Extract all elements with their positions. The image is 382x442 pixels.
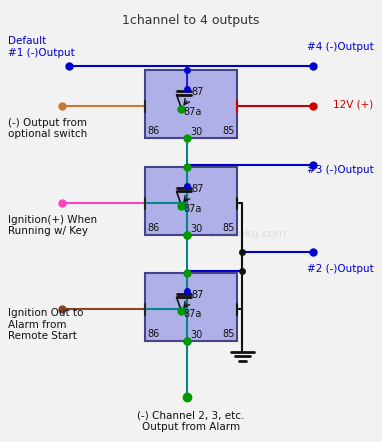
Text: 87: 87 xyxy=(192,184,204,194)
Bar xyxy=(145,70,237,138)
Text: 87: 87 xyxy=(192,87,204,97)
Text: 85: 85 xyxy=(222,329,235,339)
Text: 12V (+): 12V (+) xyxy=(333,99,374,109)
Text: Ignition Out to
Alarm from
Remote Start: Ignition Out to Alarm from Remote Start xyxy=(8,308,84,341)
Text: therankg.com: therankg.com xyxy=(209,229,287,239)
Text: 1channel to 4 outputs: 1channel to 4 outputs xyxy=(122,14,260,27)
Text: 86: 86 xyxy=(147,223,159,233)
Bar xyxy=(145,273,237,341)
Text: 30: 30 xyxy=(190,330,202,340)
Text: 85: 85 xyxy=(222,223,235,233)
Text: Ignition(+) When
Running w/ Key: Ignition(+) When Running w/ Key xyxy=(8,215,97,236)
Text: 87a: 87a xyxy=(183,203,202,213)
Bar xyxy=(145,167,237,235)
Text: (-) Channel 2, 3, etc.
Output from Alarm: (-) Channel 2, 3, etc. Output from Alarm xyxy=(137,411,245,432)
Text: #3 (-)Output: #3 (-)Output xyxy=(307,165,374,175)
Text: 87a: 87a xyxy=(183,309,202,319)
Text: 30: 30 xyxy=(190,127,202,137)
Text: 87a: 87a xyxy=(183,107,202,117)
Text: 87: 87 xyxy=(192,290,204,300)
Text: 85: 85 xyxy=(222,126,235,136)
Text: 86: 86 xyxy=(147,126,159,136)
Text: #4 (-)Output: #4 (-)Output xyxy=(307,42,374,52)
Text: #2 (-)Output: #2 (-)Output xyxy=(307,264,374,274)
Text: Default
#1 (-)Output: Default #1 (-)Output xyxy=(8,36,75,58)
Text: (-) Output from
optional switch: (-) Output from optional switch xyxy=(8,118,87,139)
Text: 86: 86 xyxy=(147,329,159,339)
Text: 30: 30 xyxy=(190,224,202,234)
